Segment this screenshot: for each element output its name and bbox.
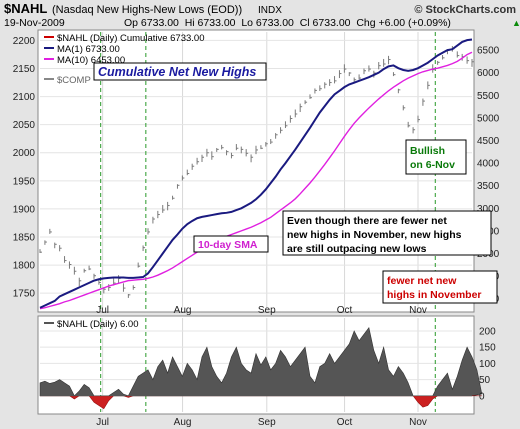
title-annotation: Cumulative Net New Highs bbox=[93, 62, 267, 81]
legend-item-ma1: MA(1) 6733.00 bbox=[57, 44, 120, 55]
upper-series bbox=[39, 38, 474, 310]
y-left-tick-label: 1850 bbox=[13, 232, 36, 243]
y-left-tick-label: 2200 bbox=[13, 36, 36, 47]
x-tick-label-lower: Oct bbox=[337, 417, 353, 428]
y-right-tick-label: 6000 bbox=[477, 68, 500, 79]
y-left-tick-label: 2000 bbox=[13, 148, 36, 159]
x-tick-label-lower: Sep bbox=[258, 417, 276, 428]
lower-y-tick-label: 100 bbox=[479, 359, 496, 370]
x-tick-label-upper: Aug bbox=[174, 305, 192, 316]
y-left-tick-label: 1950 bbox=[13, 176, 36, 187]
ma10-line bbox=[39, 51, 473, 310]
bullish-line2: on 6-Nov bbox=[410, 159, 455, 171]
bullish-annotation: Bullish on 6-Nov bbox=[405, 139, 467, 175]
ohlc: Op 6733.00 Hi 6733.00 Lo 6733.00 Cl 6733… bbox=[124, 17, 451, 29]
lower-y-tick-label: 200 bbox=[479, 326, 496, 337]
bullish-line1: Bullish bbox=[410, 145, 445, 157]
lower-y-tick-label: 150 bbox=[479, 343, 496, 354]
note-line3: are still outpacing new lows bbox=[287, 243, 427, 255]
x-tick-label-lower: Aug bbox=[174, 417, 192, 428]
x-tick-label-upper: Jul bbox=[96, 305, 109, 316]
note-line1: Even though there are fewer net bbox=[287, 215, 447, 227]
y-right-tick-label: 5000 bbox=[477, 113, 500, 124]
note-line2: new highs in November, new highs bbox=[287, 229, 462, 241]
legend-item-ma10: MA(10) 6453.00 bbox=[57, 55, 125, 66]
x-tick-label-lower: Nov bbox=[409, 417, 427, 428]
y-right-tick-label: 5500 bbox=[477, 91, 500, 102]
y-right-tick-label: 4500 bbox=[477, 136, 500, 147]
lower-y-tick-label: 0 bbox=[479, 391, 485, 402]
y-right-tick-label: 3000 bbox=[477, 204, 500, 215]
lower-y-tick-label: 50 bbox=[479, 375, 491, 386]
exchange: INDX bbox=[258, 5, 282, 16]
x-tick-label-upper: Nov bbox=[409, 305, 427, 316]
y-right-tick-label: 6500 bbox=[477, 46, 500, 57]
y-left-tick-label: 1750 bbox=[13, 289, 36, 300]
x-tick-label-lower: Jul bbox=[96, 417, 109, 428]
legend-item-cumulative: $NAHL (Daily) Cumulative 6733.00 bbox=[57, 33, 205, 44]
legend: $NAHL (Daily) Cumulative 6733.00 MA(1) 6… bbox=[44, 33, 205, 86]
title-box-text: Cumulative Net New Highs bbox=[98, 65, 256, 79]
y-right-tick-label: 4000 bbox=[477, 159, 500, 170]
x-tick-label-upper: Oct bbox=[337, 305, 353, 316]
y-left-tick-label: 1800 bbox=[13, 261, 36, 272]
lower-series bbox=[39, 327, 483, 410]
ma1-line bbox=[39, 38, 473, 309]
fewer-line1: fewer net new bbox=[387, 275, 457, 287]
y-left-tick-label: 2100 bbox=[13, 92, 36, 103]
symbol-name: (Nasdaq New Highs-New Lows (EOD)) bbox=[52, 4, 242, 16]
sma-label: 10-day SMA bbox=[198, 239, 258, 251]
y-left-tick-label: 1900 bbox=[13, 204, 36, 215]
brand: © StockCharts.com bbox=[414, 4, 516, 16]
x-tick-label-upper: Sep bbox=[258, 305, 276, 316]
note-annotation: Even though there are fewer net new high… bbox=[282, 210, 492, 256]
date: 19-Nov-2009 bbox=[4, 17, 65, 29]
fewer-annotation: fewer net new highs in November bbox=[382, 270, 498, 304]
chg-up-arrow: ▲ bbox=[512, 18, 520, 28]
y-left-tick-label: 2050 bbox=[13, 120, 36, 131]
sma-annotation: 10-day SMA bbox=[193, 235, 269, 253]
y-right-tick-label: 3500 bbox=[477, 181, 500, 192]
symbol: $NAHL bbox=[4, 1, 47, 16]
lower-panel-label: $NAHL (Daily) 6.00 bbox=[57, 319, 138, 330]
fewer-line2: highs in November bbox=[387, 289, 482, 301]
y-left-tick-label: 2150 bbox=[13, 64, 36, 75]
legend-item-comp: $COMP bbox=[57, 75, 91, 86]
